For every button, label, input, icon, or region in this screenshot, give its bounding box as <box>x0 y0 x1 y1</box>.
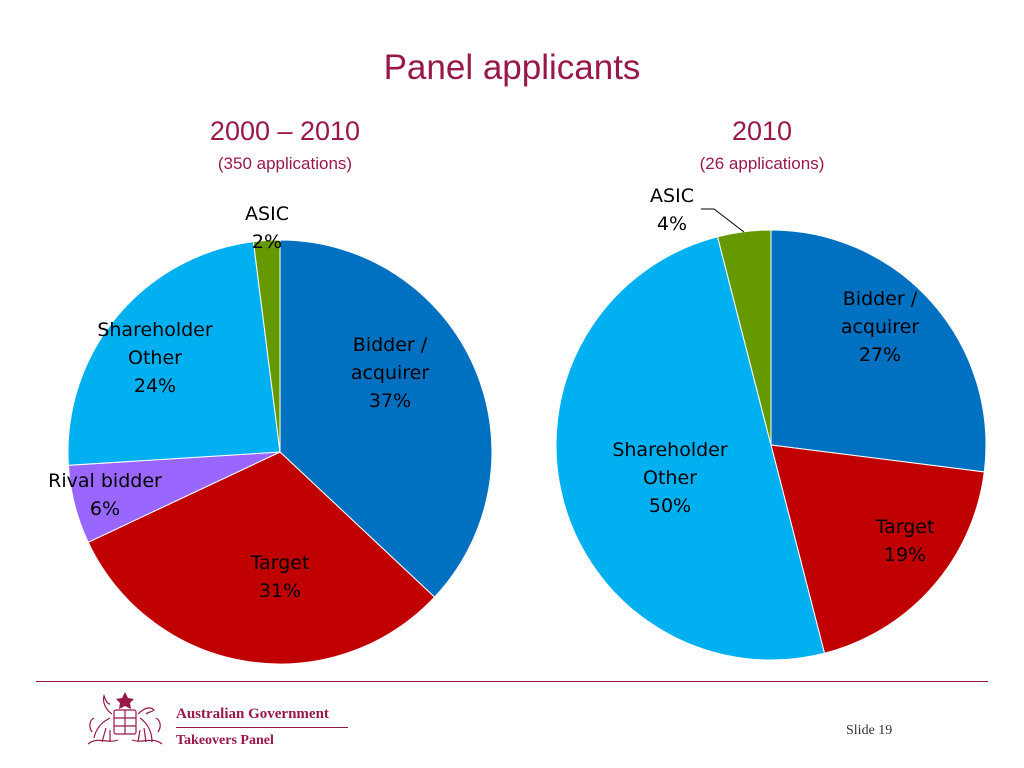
pie-slice-1-0 <box>770 229 987 473</box>
slice-label-line: Bidder / <box>353 334 428 356</box>
pie-chart-2010: Bidder / acquirer 27% Target 19% Shareholder O… <box>555 185 987 661</box>
slice-label-line: 2% <box>252 231 282 253</box>
slice-label-line: 31% <box>259 580 301 602</box>
slice-label-line: Rival bidder <box>48 470 162 492</box>
slice-label-line: 24% <box>134 375 176 397</box>
slice-label-0-0: Bidder / acquirer 37% <box>351 334 430 412</box>
pie-slice-0-4 <box>252 239 281 453</box>
slice-label-line: 50% <box>649 495 691 517</box>
slice-label-line: 37% <box>369 390 411 412</box>
chart-2-subtitle: (26 applications) <box>699 154 825 173</box>
pie-slice-1-2 <box>555 236 826 661</box>
slice-label-0-1: Target 31% <box>250 552 310 602</box>
pie-slice-0-1 <box>87 451 436 665</box>
slice-label-1-0: Bidder / acquirer 27% <box>841 288 920 366</box>
slide-number: Slide 19 <box>846 723 893 738</box>
slice-label-line: 19% <box>884 544 926 566</box>
slice-label-line: ASIC <box>245 203 289 225</box>
slice-label-line: Other <box>128 347 182 369</box>
slice-label-0-4: ASIC 2% <box>245 203 289 253</box>
pie-slice-0-0 <box>279 239 493 598</box>
slice-label-0-3: Shareholder Other 24% <box>97 319 213 397</box>
pie-slice-1-1 <box>770 444 985 654</box>
pie-chart-2000-2010: Bidder / acquirer 37% Target 31% Rival bidder… <box>48 203 493 665</box>
slice-label-0-2: Rival bidder 6% <box>48 470 162 520</box>
slice-label-line: ASIC <box>650 185 694 207</box>
slice-label-line: 4% <box>657 213 687 235</box>
slice-label-line: Shareholder <box>612 439 728 461</box>
slice-label-line: 6% <box>90 498 120 520</box>
agency-name: Takeovers Panel <box>176 733 274 748</box>
chart-1-subtitle: (350 applications) <box>217 154 353 173</box>
slice-label-line: 27% <box>859 344 901 366</box>
slice-label-line: Bidder / <box>843 288 918 310</box>
slide-title: Panel applicants <box>383 48 641 87</box>
slice-label-1-3: ASIC 4% <box>650 185 694 235</box>
slice-label-1-1: Target 19% <box>875 516 935 566</box>
slice-label-line: Shareholder <box>97 319 213 341</box>
slice-label-line: acquirer <box>351 362 430 384</box>
slice-label-line: Target <box>250 552 310 574</box>
pie-slice-0-3 <box>67 241 281 466</box>
slice-label-line: Other <box>643 467 697 489</box>
chart-1-title: 2000 – 2010 <box>209 116 361 146</box>
leader-line <box>701 208 745 233</box>
footer-divider <box>36 681 988 682</box>
government-name: Australian Government <box>176 706 329 722</box>
chart-2-title: 2010 <box>731 116 793 146</box>
slice-label-line: Target <box>875 516 935 538</box>
slice-label-1-2: Shareholder Other 50% <box>612 439 728 517</box>
slice-label-line: acquirer <box>841 316 920 338</box>
government-divider <box>176 727 348 728</box>
coat-of-arms-icon <box>87 692 163 745</box>
